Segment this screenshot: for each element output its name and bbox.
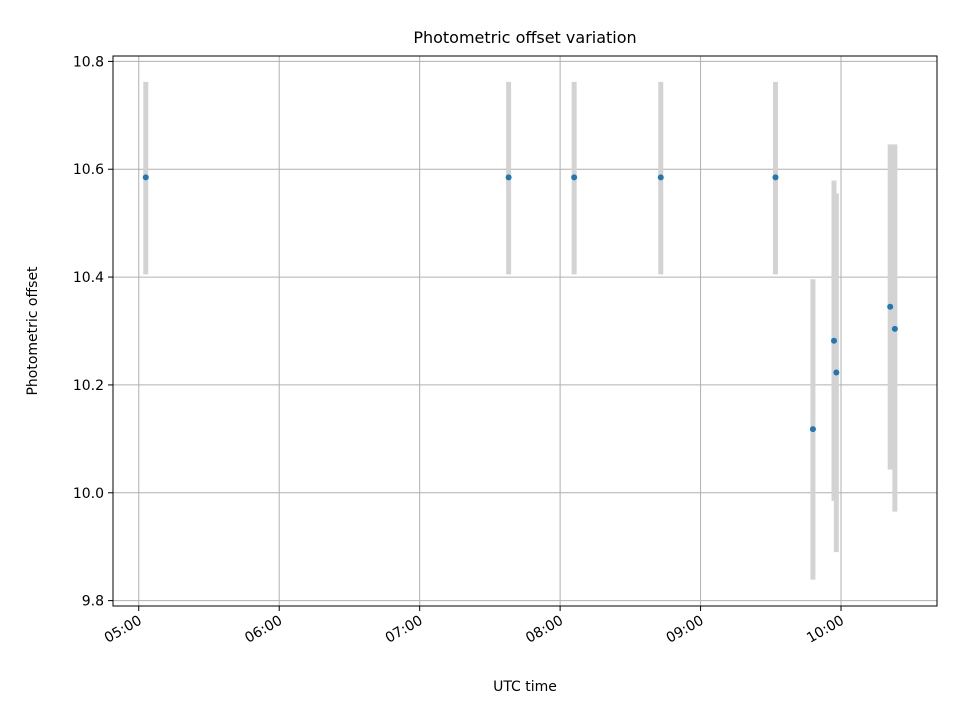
y-tick-label: 10.2 [73,378,104,394]
data-point [809,426,816,433]
chart-title: Photometric offset variation [413,28,636,47]
x-tick-label: 06:00 [242,613,285,647]
data-point [657,174,664,181]
data-points [142,174,898,433]
grid [113,56,937,606]
x-tick-label: 10:00 [804,613,847,647]
data-point [505,174,512,181]
x-tick-label: 05:00 [102,613,145,647]
y-tick-label: 10.8 [73,54,104,70]
data-point [571,174,578,181]
y-tick-label: 10.4 [73,270,104,286]
x-tick-label: 09:00 [664,613,707,647]
y-tick-label: 9.8 [82,594,104,610]
x-tick-label: 07:00 [383,613,426,647]
y-axis-ticks: 9.8 10.0 10.2 10.4 10.6 10.8 [73,54,113,610]
x-axis-ticks: 05:00 06:00 07:00 08:00 09:00 10:00 [102,606,847,647]
data-point [887,303,894,310]
y-axis-label: Photometric offset [25,266,41,396]
data-point [833,369,840,376]
y-tick-label: 10.0 [73,486,104,502]
x-tick-label: 08:00 [523,613,566,647]
plot-area [113,56,937,606]
axes-frame [112,55,938,607]
data-point [831,337,837,344]
y-tick-label: 10.6 [73,162,104,178]
x-axis-label: UTC time [493,679,557,695]
data-point [772,174,779,181]
data-point [891,325,898,332]
data-point [142,174,149,181]
